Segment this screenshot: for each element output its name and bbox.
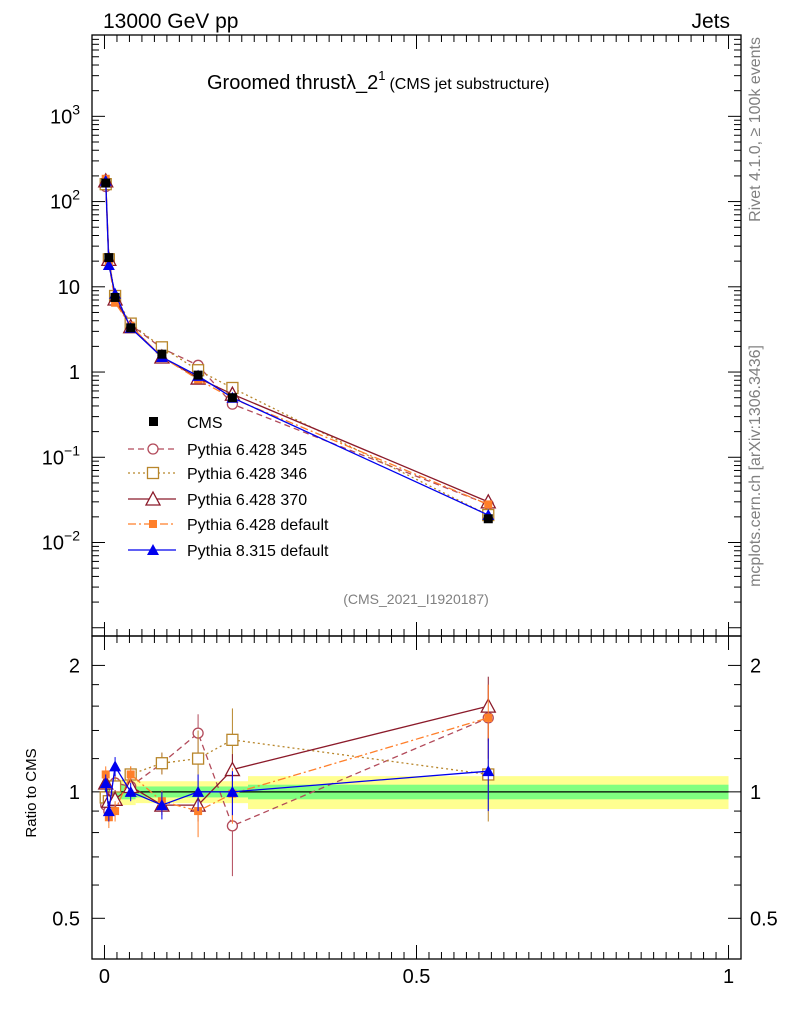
title-main: Groomed thrustλ_2 xyxy=(207,72,378,94)
main-series xyxy=(97,172,497,524)
legend-label-p370: Pythia 6.428 370 xyxy=(187,492,307,509)
ratio-ytick-label-left-1: 1 xyxy=(69,782,80,804)
title-subtitle: (CMS jet substructure) xyxy=(389,76,549,93)
legend-entry-p6def: Pythia 6.428 default xyxy=(128,517,329,534)
ratio-line-p8 xyxy=(105,764,489,812)
ratio-point-p8-2 xyxy=(109,760,122,772)
legend-entry-p8: Pythia 8.315 default xyxy=(128,543,329,560)
point-p6def-7 xyxy=(484,500,493,509)
main-ytick-label-5: 10−2 xyxy=(42,528,80,555)
ratio-point-p346-6 xyxy=(226,733,239,746)
legend-label-p6def: Pythia 6.428 default xyxy=(187,517,329,534)
ratio-point-p8-0 xyxy=(99,776,112,788)
point-cms-0 xyxy=(101,178,111,188)
main-ytick-label-2: 10 xyxy=(58,277,80,299)
legend-marker-p370 xyxy=(144,490,162,506)
point-cms-1 xyxy=(104,253,114,263)
ratio-point-p346-4 xyxy=(155,757,169,770)
ratio-xtick-label-2: 1 xyxy=(723,966,734,988)
main-ytick-label-1: 102 xyxy=(50,187,80,214)
ratio-point-p6def-2 xyxy=(111,807,120,816)
legend: CMS Pythia 6.428 345 Pythia 6.428 346 Py… xyxy=(128,415,329,560)
point-p8-1 xyxy=(102,259,115,271)
ratio-point-p8-5 xyxy=(192,785,205,797)
point-cms-6 xyxy=(227,393,237,403)
legend-label-cms: CMS xyxy=(187,415,223,432)
ratio-series xyxy=(97,676,497,877)
point-cms-5 xyxy=(193,370,203,380)
legend-marker-p345 xyxy=(147,443,159,455)
main-ytick-label-4: 10−1 xyxy=(42,442,80,469)
ratio-point-p6def-7 xyxy=(484,713,493,722)
point-cms-3 xyxy=(126,323,136,333)
ratio-point-p8-1 xyxy=(102,805,115,817)
ratio-point-p8-3 xyxy=(124,785,137,797)
process-label: Jets xyxy=(691,10,730,33)
ratio-xtick-label-1: 0.5 xyxy=(403,966,431,988)
legend-entry-p345: Pythia 6.428 345 xyxy=(128,442,307,459)
ratio-point-p8-6 xyxy=(226,785,239,797)
ratio-ytick-label-right-2: 2 xyxy=(750,655,761,677)
plot-title: Groomed thrustλ_21 (CMS jet substructure) xyxy=(207,68,549,94)
ratio-point-p8-4 xyxy=(155,799,168,811)
ratio-point-p8-7 xyxy=(482,765,495,777)
mcplots-label: mcplots.cern.ch [arXiv:1306.3436] xyxy=(747,345,764,587)
ratio-point-p346-5 xyxy=(191,752,205,765)
ratio-ytick-label-right-0: 0.5 xyxy=(750,908,778,930)
point-cms-4 xyxy=(157,349,167,359)
main-ytick-label-3: 1 xyxy=(69,362,80,384)
energy-label: 13000 GeV pp xyxy=(103,10,238,33)
legend-marker-p6def xyxy=(149,520,157,528)
ratio-ylabel: Ratio to CMS xyxy=(23,748,40,837)
legend-label-p345: Pythia 6.428 345 xyxy=(187,442,307,459)
point-cms-7 xyxy=(483,514,493,524)
legend-entry-p346: Pythia 6.428 346 xyxy=(128,466,307,483)
legend-marker-p346 xyxy=(146,466,160,480)
legend-entry-cms: CMS xyxy=(149,415,223,432)
ratio-ytick-label-left-2: 2 xyxy=(69,655,80,677)
legend-label-p346: Pythia 6.428 346 xyxy=(187,466,307,483)
analysis-id: (CMS_2021_I1920187) xyxy=(343,591,489,607)
ratio-ytick-label-right-1: 1 xyxy=(750,782,761,804)
ratio-point-p6def-3 xyxy=(126,770,135,779)
legend-marker-p8 xyxy=(147,544,159,555)
title-superscript: 1 xyxy=(378,68,385,83)
legend-marker-cms xyxy=(149,417,158,426)
point-cms-2 xyxy=(110,292,120,302)
point-p6def-2 xyxy=(111,298,120,307)
main-ytick-label-0: 103 xyxy=(50,101,80,128)
rivet-label: Rivet 4.1.0, ≥ 100k events xyxy=(747,37,764,222)
ratio-xtick-label-0: 0 xyxy=(99,966,110,988)
ratio-ytick-label-left-0: 0.5 xyxy=(52,908,80,930)
legend-label-p8: Pythia 8.315 default xyxy=(187,543,329,560)
legend-entry-p370: Pythia 6.428 370 xyxy=(128,490,307,509)
